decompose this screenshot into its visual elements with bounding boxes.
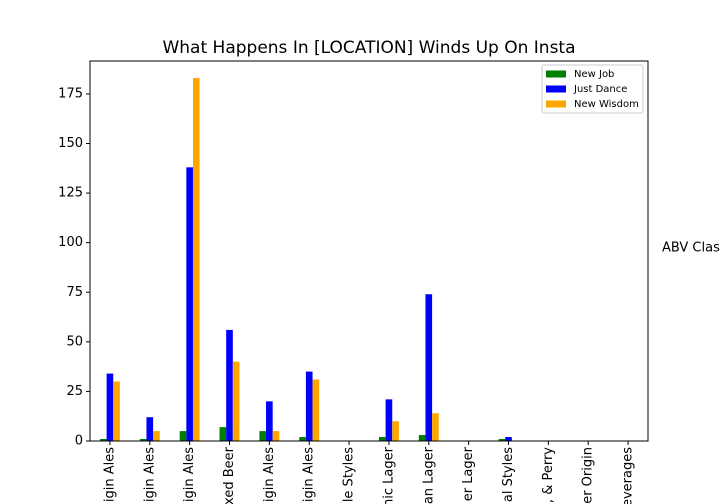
bar	[312, 379, 320, 441]
bar	[425, 294, 433, 441]
x-tick-label: er Origin	[581, 447, 596, 504]
y-tick-label: 75	[66, 285, 83, 300]
bar	[99, 439, 107, 441]
bar	[272, 431, 280, 441]
legend-box	[541, 64, 644, 114]
legend-title: ABV Class	[662, 241, 720, 256]
legend-label: New Job	[574, 69, 614, 80]
y-tick-label: 50	[66, 334, 83, 349]
x-tick-label: le Styles	[342, 447, 357, 502]
y-tick-label: 100	[58, 235, 83, 250]
bar	[232, 361, 240, 441]
x-tick-label: everages	[621, 447, 636, 504]
bar	[219, 427, 227, 441]
bar	[299, 437, 306, 441]
bar	[378, 437, 386, 441]
bar	[106, 373, 114, 441]
y-tick-label: 0	[75, 434, 83, 449]
legend: New Job Just Dance New Wisdom	[541, 64, 644, 114]
bar	[392, 421, 399, 441]
bar	[153, 431, 160, 441]
bar	[186, 167, 193, 441]
y-tick-label: 175	[58, 86, 83, 101]
x-tick-label: igin Ales	[102, 447, 117, 502]
bar	[179, 431, 187, 441]
bar	[498, 439, 506, 441]
bar	[266, 401, 273, 441]
x-tick-label: igin Ales	[142, 447, 157, 502]
bar	[305, 371, 313, 441]
x-tick-label: igin Ales	[182, 447, 197, 502]
bar	[226, 329, 233, 441]
x-tick-label: er Lager	[461, 446, 476, 501]
bar	[432, 413, 439, 441]
bar	[139, 439, 147, 441]
y-tick-label: 125	[58, 186, 83, 201]
bar	[505, 437, 512, 441]
legend-label: New Wisdom	[574, 99, 639, 110]
legend-swatch	[546, 70, 566, 78]
chart-title: What Happens In [LOCATION] Winds Up On I…	[162, 38, 575, 58]
x-tick-label: igin Ales	[302, 447, 317, 502]
x-tick-label: xed Beer	[222, 446, 237, 504]
x-tick-label: al Styles	[501, 447, 516, 502]
x-tick-label: an Lager	[421, 446, 436, 504]
y-tick-label: 25	[66, 384, 83, 399]
x-tick-label: nic Lager	[381, 446, 396, 504]
legend-label: Just Dance	[573, 84, 627, 95]
bar	[146, 417, 154, 441]
y-tick-label: 150	[58, 136, 83, 151]
bar	[418, 435, 426, 441]
bar	[113, 381, 120, 441]
bar	[259, 431, 267, 441]
bar	[385, 399, 393, 441]
bar	[192, 78, 200, 441]
x-tick-label: igin Ales	[262, 447, 277, 502]
legend-swatch	[546, 100, 566, 108]
legend-swatch	[546, 85, 566, 93]
x-tick-label: , & Perry	[541, 447, 556, 503]
plot-frame	[89, 60, 649, 442]
